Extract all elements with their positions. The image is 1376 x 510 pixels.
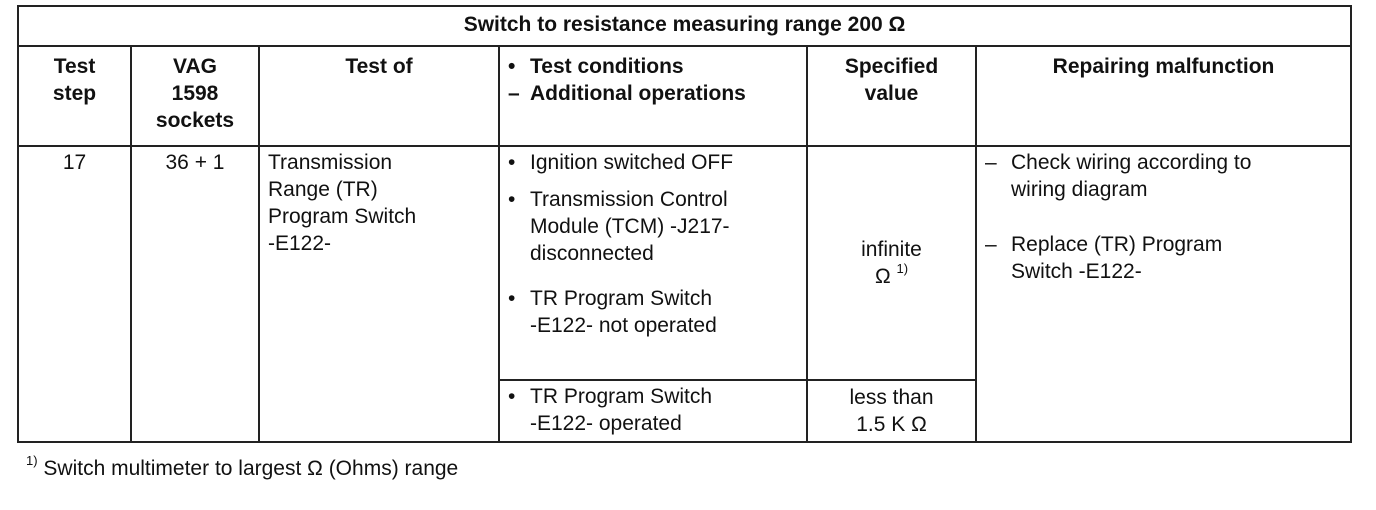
bullet-marker: • (508, 151, 516, 174)
header-row: Test step VAG 1598 sockets Test of • Tes… (17, 45, 1353, 147)
header-vag-sockets: VAG 1598 sockets (130, 45, 260, 147)
bullet-marker: • (508, 55, 516, 78)
header-test-step: Test step (17, 45, 132, 147)
repair-item: – Check wiring according to wiring diagr… (985, 151, 1252, 201)
header-test-of: Test of (258, 45, 500, 147)
footnote: 1) Switch multimeter to largest Ω (Ohms)… (26, 453, 459, 482)
table-row: • TR Program Switch -E122- operated less… (18, 379, 1351, 443)
cell-value-a: infinite Ω 1) (806, 145, 977, 381)
bullet-marker: • (508, 188, 516, 211)
cell-conditions-a: • Ignition switched OFF • Transmission C… (498, 145, 808, 381)
header-conditions: • Test conditions – Additional operation… (498, 45, 808, 147)
dash-marker: – (985, 151, 997, 174)
cell-test-step: 17 (17, 145, 132, 443)
cell-test-of: Transmission Range (TR) Program Switch -… (258, 145, 500, 443)
cell-value-b: less than 1.5 K Ω (806, 379, 977, 443)
footnote-text: Switch multimeter to largest Ω (Ohms) ra… (43, 457, 459, 480)
header-conditions-line1: • Test conditions (508, 55, 684, 78)
header-conditions-line2: – Additional operations (508, 82, 746, 105)
bullet-marker: • (508, 287, 516, 310)
footnote-ref: 1) (896, 261, 909, 276)
footnote-marker: 1) (26, 453, 38, 468)
dash-marker: – (508, 82, 520, 105)
dash-marker: – (985, 233, 997, 256)
header-repairing: Repairing malfunction (974, 45, 1353, 147)
condition-item: • TR Program Switch -E122- operated (508, 385, 713, 435)
condition-item: • Ignition switched OFF (508, 151, 734, 174)
condition-item: • TR Program Switch -E122- not operated (508, 287, 717, 337)
cell-repairing: – Check wiring according to wiring diagr… (974, 145, 1353, 443)
title-row: Switch to resistance measuring range 200… (16, 5, 1353, 47)
repair-item: – Replace (TR) Program Switch -E122- (985, 233, 1223, 283)
cell-conditions-b: • TR Program Switch -E122- operated (498, 379, 808, 443)
header-specified-value: Specified value (806, 45, 977, 147)
table-title: Switch to resistance measuring range 200… (16, 5, 1353, 47)
bullet-marker: • (508, 385, 516, 408)
spec-table: Switch to resistance measuring range 200… (16, 5, 1353, 443)
cell-sockets: 36 + 1 (130, 145, 260, 443)
table-row: 17 36 + 1 Transmission Range (TR) Progra… (17, 145, 1353, 443)
condition-item: • Transmission Control Module (TCM) -J21… (508, 188, 730, 265)
